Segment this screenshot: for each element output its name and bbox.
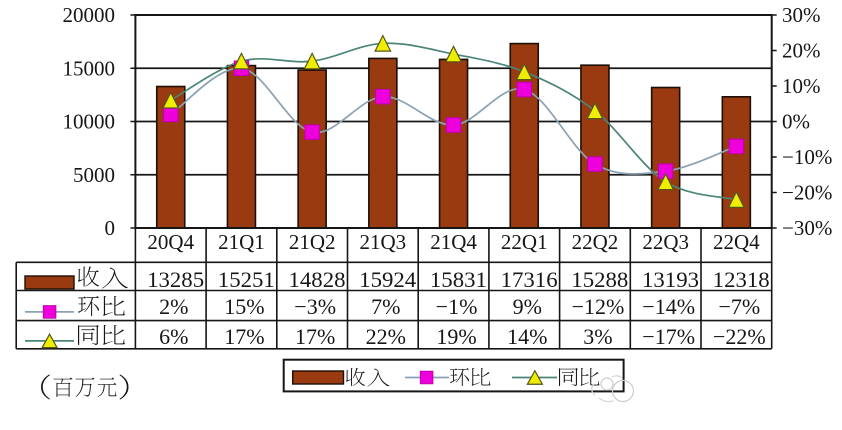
svg-text:−10%: −10% [782, 145, 832, 169]
svg-text:15000: 15000 [63, 56, 116, 80]
svg-text:17%: 17% [295, 324, 335, 349]
svg-text:13193: 13193 [642, 267, 699, 292]
svg-text:15924: 15924 [359, 267, 416, 292]
svg-text:14%: 14% [507, 324, 547, 349]
svg-text:7%: 7% [371, 294, 400, 319]
svg-text:3%: 3% [583, 324, 612, 349]
svg-text:22%: 22% [366, 324, 406, 349]
svg-text:0: 0 [105, 216, 116, 240]
svg-text:5000: 5000 [73, 163, 115, 187]
svg-text:14828: 14828 [289, 267, 346, 292]
svg-text:−17%: −17% [642, 324, 695, 349]
svg-text:15288: 15288 [571, 267, 628, 292]
svg-text:13285: 13285 [147, 267, 204, 292]
svg-text:22Q1: 22Q1 [501, 230, 548, 254]
svg-text:−12%: −12% [572, 294, 625, 319]
svg-text:−20%: −20% [782, 181, 832, 205]
svg-text:−30%: −30% [782, 216, 832, 240]
svg-text:−22%: −22% [713, 324, 766, 349]
svg-text:17316: 17316 [501, 267, 558, 292]
svg-text:15%: 15% [224, 294, 264, 319]
svg-text:15831: 15831 [430, 267, 487, 292]
svg-text:−14%: −14% [642, 294, 695, 319]
svg-text:10000: 10000 [63, 110, 116, 134]
svg-text:9%: 9% [513, 294, 542, 319]
svg-text:21Q1: 21Q1 [218, 230, 265, 254]
svg-text:17%: 17% [224, 324, 264, 349]
svg-text:21Q4: 21Q4 [430, 230, 477, 254]
svg-text:22Q3: 22Q3 [642, 230, 689, 254]
svg-text:20Q4: 20Q4 [147, 230, 194, 254]
svg-text:15251: 15251 [218, 267, 275, 292]
svg-text:21Q3: 21Q3 [360, 230, 407, 254]
svg-text:2%: 2% [159, 294, 188, 319]
svg-text:10%: 10% [782, 74, 821, 98]
svg-text:30%: 30% [782, 3, 821, 27]
svg-text:0%: 0% [782, 110, 810, 134]
svg-text:22Q4: 22Q4 [713, 230, 760, 254]
svg-text:22Q2: 22Q2 [572, 230, 619, 254]
svg-text:−3%: −3% [294, 294, 336, 319]
svg-text:6%: 6% [159, 324, 188, 349]
svg-text:20000: 20000 [63, 3, 116, 27]
svg-text:12318: 12318 [713, 267, 770, 292]
svg-text:−1%: −1% [436, 294, 478, 319]
svg-text:−7%: −7% [718, 294, 760, 319]
svg-text:19%: 19% [436, 324, 476, 349]
svg-text:20%: 20% [782, 39, 821, 63]
svg-text:21Q2: 21Q2 [289, 230, 336, 254]
